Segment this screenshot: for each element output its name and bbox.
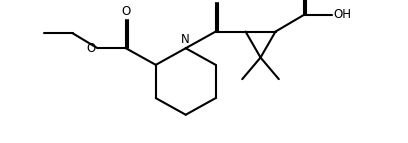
Text: O: O <box>211 0 220 2</box>
Text: O: O <box>86 42 96 55</box>
Text: N: N <box>181 33 190 46</box>
Text: O: O <box>121 5 131 18</box>
Text: OH: OH <box>334 8 352 21</box>
